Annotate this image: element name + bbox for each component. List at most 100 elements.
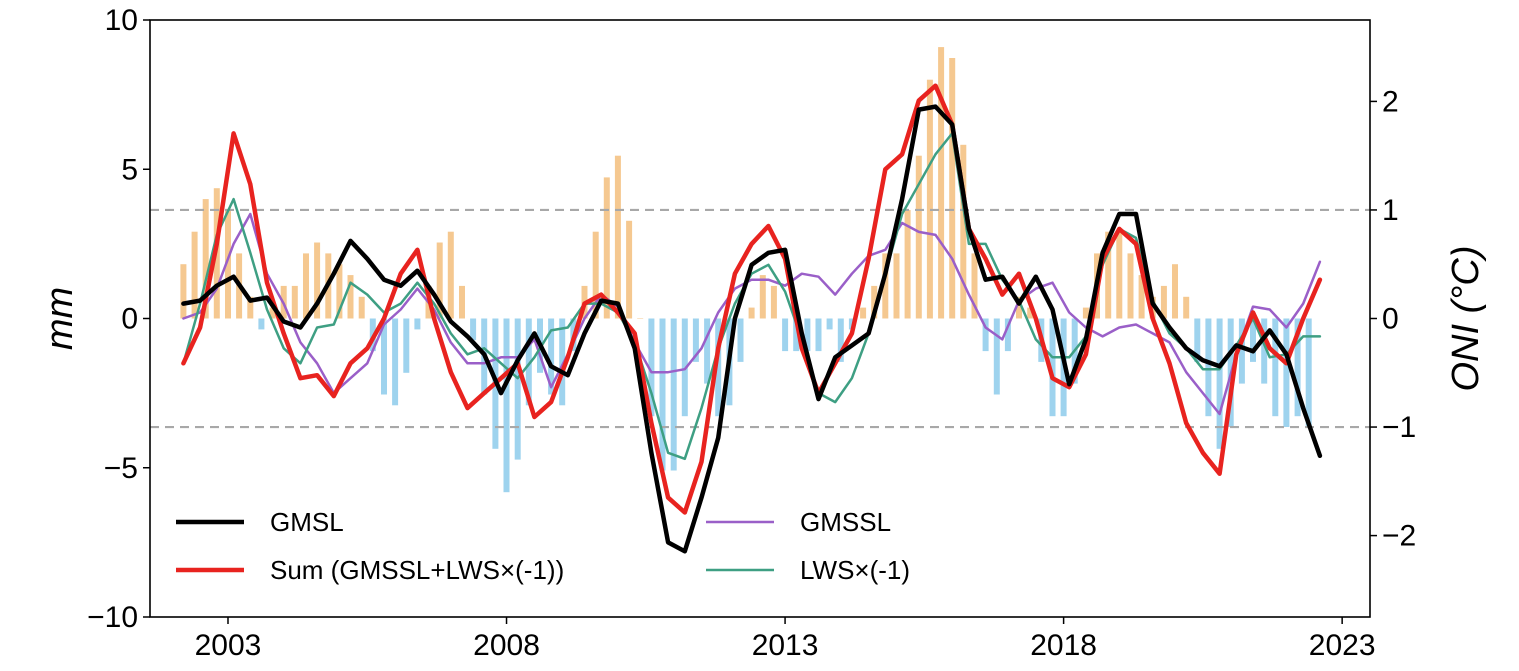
oni-bar [303,253,309,319]
oni-bar [202,199,209,319]
legend: GMSL Sum (GMSSL+LWS×(-1)) GMSSL LWS×(-1) [176,507,910,585]
x-axis: 2003 2008 2013 2018 2023 [195,617,1376,662]
oni-bar [904,210,911,319]
series-line [181,104,1323,554]
y-axis-right: −2 −1 0 1 2 [1370,85,1416,553]
oni-bar [1149,296,1156,319]
oni-bar [1238,318,1245,384]
oni-bar [960,144,967,319]
oni-bar [1205,318,1212,417]
y-tick-label: −5 [104,452,138,485]
oni-bar [191,231,198,319]
oni-bar [1216,318,1223,449]
oni-bar [559,318,566,406]
oni-bar [180,264,187,319]
oni-bar [1082,307,1089,319]
x-tick-label: 2013 [752,629,819,662]
oni-bar [470,318,477,341]
oni-bar [949,58,956,319]
y-tick-label: 0 [121,303,138,336]
oni-bar [626,220,633,319]
x-tick-label: 2003 [195,629,262,662]
y2-tick-label: 0 [1382,303,1399,336]
oni-bar [759,275,766,319]
oni-bar [1016,296,1022,319]
legend-label: LWS×(-1) [800,555,910,585]
oni-bar [269,307,276,319]
oni-bar [1283,318,1290,427]
oni-bar [525,318,532,406]
oni-bar [737,318,744,362]
oni-bar [1027,307,1034,319]
legend-label: GMSSL [800,507,891,537]
oni-bar [882,253,889,319]
oni-bar [225,210,231,319]
oni-bar [1272,318,1279,417]
oni-bar [1194,318,1201,362]
y-tick-label: 10 [105,4,138,37]
series-line [182,212,1322,416]
oni-bar [592,231,599,319]
oni-bar [871,285,878,319]
oni-bar [1138,275,1145,319]
oni-bar [860,307,867,319]
oni-bar [1049,318,1056,417]
x-tick-label: 2018 [1030,629,1097,662]
oni-bar [381,318,387,395]
oni-bar [358,296,365,319]
y-axis-left: −10 −5 0 5 10 [87,4,150,634]
series-line [182,132,1322,461]
oni-bar [1105,231,1112,319]
oni-bar [1004,318,1011,352]
y2-tick-label: −1 [1382,411,1416,444]
oni-bar [1250,318,1256,362]
oni-bar [314,242,321,319]
oni-bar [1172,264,1178,319]
oni-bar [548,318,555,395]
x-tick-label: 2023 [1309,629,1376,662]
y-tick-label: 5 [121,153,138,186]
oni-bar [447,231,454,319]
oni-bar [1294,318,1301,417]
oni-bar [1305,318,1312,427]
oni-bar [659,318,666,471]
oni-bar [247,296,254,319]
oni-bar [837,318,844,362]
oni-bar [336,264,343,319]
x-tick-label: 2008 [473,629,540,662]
y2-axis-title: ONI (°C) [1445,245,1487,391]
oni-bar [804,318,811,352]
oni-bar [815,318,822,352]
oni-bar [1160,285,1167,319]
oni-bar [982,318,989,352]
oni-bar [1127,253,1134,319]
oni-bar [1183,296,1190,319]
oni-bar [603,177,610,319]
oni-bar [715,318,722,417]
oni-bar [770,285,777,319]
y2-tick-label: 1 [1382,194,1399,227]
y-tick-label: −10 [87,601,138,634]
oni-bar [971,253,978,319]
oni-bar [503,318,510,493]
legend-label: Sum (GMSSL+LWS×(-1)) [270,555,564,585]
oni-bar [793,318,800,352]
oni-bar [291,285,298,319]
y-axis-title: mm [39,287,81,350]
oni-bar [414,318,421,330]
oni-bar [670,318,677,471]
oni-bar [1261,318,1268,384]
oni-bar [392,318,399,406]
oni-bar [993,318,1000,395]
oni-bar [614,155,621,319]
oni-bar [436,242,443,319]
oni-bar [826,318,833,330]
oni-bars [180,47,1312,493]
oni-bar [637,318,644,319]
legend-label: GMSL [270,507,344,537]
oni-bar [347,275,354,319]
oni-bar [514,318,521,460]
oni-bar [704,318,711,384]
